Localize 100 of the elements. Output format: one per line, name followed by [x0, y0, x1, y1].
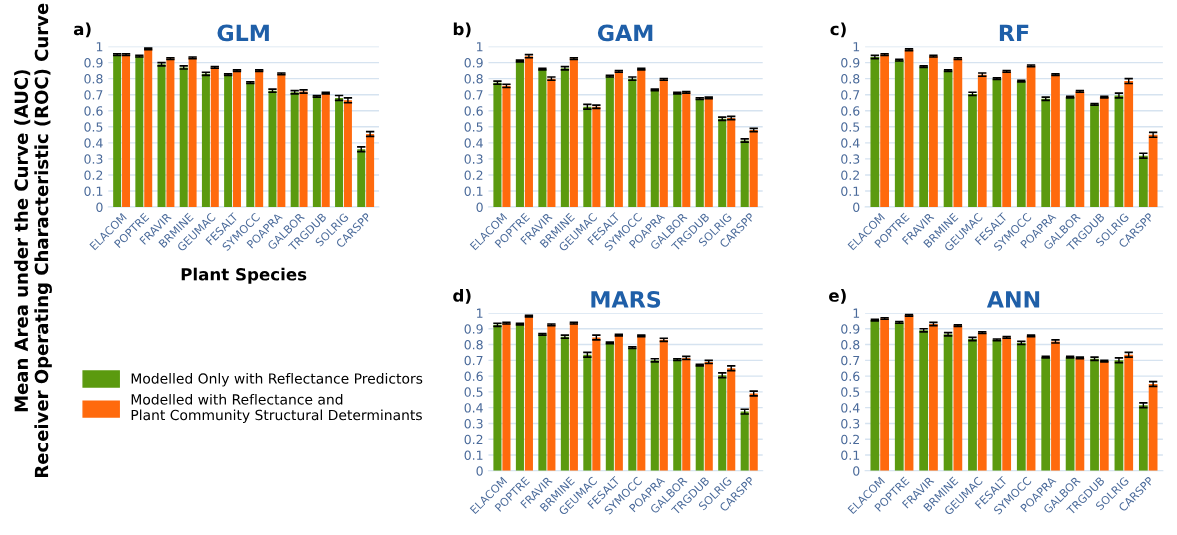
y-tick-label: 0.9: [464, 58, 483, 68]
y-tick-label: 0.9: [841, 324, 860, 334]
y-tick-label: 0.3: [841, 154, 860, 164]
y-tick-label: 0.7: [841, 355, 860, 366]
bar: [538, 69, 547, 208]
bar: [749, 130, 758, 208]
bar: [605, 76, 614, 208]
bar: [144, 48, 153, 208]
bar: [919, 330, 929, 471]
y-tick-label: 0.1: [841, 450, 860, 460]
bar: [255, 70, 264, 208]
y-tick-label: 0.1: [841, 186, 860, 196]
bar: [312, 96, 321, 208]
bar: [704, 361, 713, 471]
bar: [659, 79, 668, 208]
text: b): [453, 22, 471, 38]
bar: [1148, 384, 1158, 471]
bar: [122, 54, 131, 208]
bar: [343, 100, 352, 208]
bar: [493, 82, 502, 208]
bar: [1002, 337, 1012, 471]
y-tick-label: 0.1: [464, 186, 483, 196]
bar: [880, 54, 890, 208]
bar: [592, 337, 601, 471]
y-tick-label: 0.8: [84, 74, 103, 84]
bar: [968, 93, 977, 208]
bar: [166, 58, 175, 208]
bar: [560, 68, 569, 208]
y-tick-label: 1: [853, 42, 860, 52]
bar: [727, 368, 736, 471]
bar: [592, 106, 601, 208]
bar: [1090, 358, 1099, 471]
y-tick-label: 0.5: [841, 122, 860, 132]
bar: [659, 339, 668, 471]
y-tick-label: 0.6: [464, 106, 483, 116]
legend-label: Modelled Only with Reflectance Predictors: [131, 373, 423, 387]
y-tick-label: 0: [96, 202, 103, 212]
bar: [1148, 134, 1158, 208]
bar: [299, 91, 308, 208]
bar: [682, 92, 691, 208]
bar: [650, 89, 659, 208]
y-tick-label: 0.5: [84, 122, 103, 132]
bar: [968, 339, 977, 471]
y-tick-label: 0.8: [841, 340, 860, 350]
y-tick-label: 0.6: [464, 371, 483, 382]
bar: [614, 71, 623, 208]
bar: [1138, 155, 1148, 208]
bar: [547, 324, 556, 471]
bar: [524, 56, 533, 208]
bar: [1016, 342, 1026, 471]
y-tick-label: 0.4: [464, 403, 483, 413]
bar: [502, 85, 511, 208]
bar: [1099, 97, 1109, 208]
bar: [201, 73, 210, 208]
chart-title: GLM: [217, 24, 269, 42]
y-tick-label: 0.4: [84, 138, 103, 148]
bar: [870, 56, 880, 208]
y-tick-label: 0: [853, 466, 860, 476]
bar: [1002, 71, 1012, 208]
bar: [524, 316, 533, 471]
bar: [718, 118, 727, 208]
bar: [628, 347, 637, 471]
bar: [977, 74, 987, 208]
y-tick-label: 0: [853, 202, 860, 212]
bar: [321, 93, 330, 208]
text: d): [453, 288, 471, 304]
bar: [1041, 98, 1051, 208]
y-tick-label: 0.8: [464, 74, 483, 84]
bar: [904, 315, 914, 471]
chart-title: MARS: [591, 290, 661, 308]
bar: [538, 334, 547, 471]
bar: [682, 357, 691, 471]
bar: [569, 323, 578, 471]
y-tick-label: 0.2: [841, 170, 859, 180]
y-tick-label: 0.3: [841, 418, 860, 429]
chart-title: GAM: [597, 24, 653, 42]
text: a): [73, 22, 91, 38]
bar: [547, 78, 556, 208]
bar: [1090, 104, 1099, 208]
bar: [992, 339, 1002, 471]
bar: [515, 324, 524, 471]
y-tick-label: 0.7: [464, 90, 483, 100]
y-tick-label: 0.6: [84, 106, 103, 116]
y-tick-label: 0.8: [841, 74, 860, 84]
y-tick-label: 0.3: [84, 154, 103, 164]
bar: [894, 322, 904, 471]
bar: [1075, 91, 1085, 208]
bar: [583, 354, 592, 471]
y-tick-label: 0: [476, 466, 483, 476]
y-tick-label: 0.2: [841, 434, 859, 445]
bar: [560, 336, 569, 471]
bar: [135, 56, 144, 208]
y-tick-label: 0.7: [841, 90, 860, 100]
bar: [179, 67, 188, 208]
x-axis-title: Plant Species: [181, 267, 307, 284]
bar: [727, 117, 736, 208]
bar: [188, 57, 197, 208]
text: e): [829, 288, 846, 304]
y-tick-label: 0.2: [464, 434, 483, 445]
y-tick-label: 0.5: [464, 387, 483, 397]
